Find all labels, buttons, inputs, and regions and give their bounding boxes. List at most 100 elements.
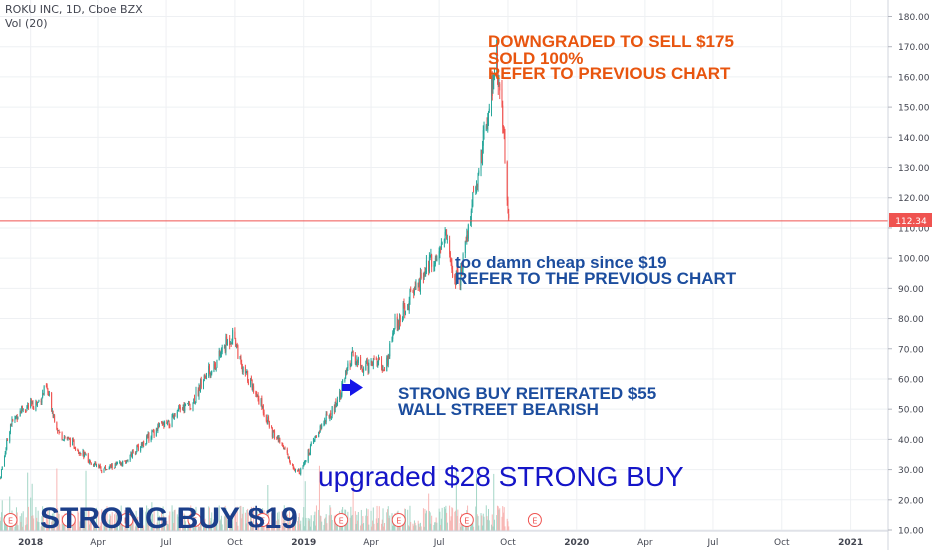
candle-body bbox=[492, 78, 494, 93]
price-tick-label: 180.00 bbox=[898, 13, 930, 23]
volume-bar bbox=[298, 513, 300, 531]
candle-body bbox=[352, 350, 354, 356]
volume-bar bbox=[499, 508, 501, 531]
volume-bar bbox=[351, 515, 353, 531]
volume-bar bbox=[308, 520, 310, 531]
volume-bar bbox=[413, 525, 415, 531]
candle-body bbox=[487, 118, 489, 131]
earnings-label: E bbox=[192, 517, 197, 526]
candle-body bbox=[287, 453, 289, 458]
earnings-marker[interactable]: E bbox=[391, 513, 406, 527]
earnings-label: E bbox=[8, 517, 13, 526]
earnings-marker[interactable]: E bbox=[527, 513, 542, 527]
candle-body bbox=[167, 419, 169, 422]
candle-body bbox=[381, 359, 383, 367]
candle-body bbox=[122, 460, 124, 467]
earnings-marker[interactable]: E bbox=[334, 513, 349, 527]
volume-bar bbox=[446, 512, 448, 531]
volume-bar bbox=[272, 509, 274, 531]
candle-body bbox=[231, 341, 233, 344]
volume-bar bbox=[220, 515, 222, 531]
volume-bar bbox=[51, 521, 53, 531]
candle-body bbox=[110, 464, 112, 468]
volume-bar bbox=[289, 520, 291, 531]
volume-bar bbox=[135, 510, 137, 531]
candle-body bbox=[221, 347, 223, 353]
candle-body bbox=[365, 364, 367, 370]
volume-bar bbox=[21, 513, 23, 531]
volume-bar bbox=[367, 509, 369, 531]
earnings-marker[interactable]: E bbox=[3, 513, 18, 527]
candle-body bbox=[188, 401, 190, 404]
volume-title[interactable]: Vol (20) bbox=[5, 17, 48, 30]
volume-bar bbox=[116, 524, 118, 531]
candle-body bbox=[508, 213, 510, 219]
candle-body bbox=[449, 252, 451, 262]
time-axis[interactable]: 2018 Apr Jul Oct 2019 Apr Jul Oct 2020 Apr Jul Oct 2… bbox=[18, 538, 863, 548]
volume-bar bbox=[173, 510, 175, 531]
candle-body bbox=[440, 248, 442, 251]
arrow-right-icon bbox=[342, 379, 363, 396]
volume-bar bbox=[4, 521, 6, 531]
volume-bar bbox=[281, 511, 283, 531]
candle-body bbox=[57, 430, 59, 432]
candle-body bbox=[497, 78, 499, 88]
volume-bar bbox=[164, 523, 166, 531]
candle-body bbox=[38, 400, 40, 402]
volume-bar bbox=[237, 525, 239, 531]
volume-bar bbox=[392, 525, 394, 531]
volume-bar bbox=[409, 505, 411, 531]
volume-bar bbox=[480, 513, 482, 531]
candle-body bbox=[451, 263, 453, 270]
earnings-marker[interactable]: E bbox=[119, 513, 134, 527]
price-tick-label: 110.00 bbox=[898, 224, 930, 234]
price-tick-label: 20.00 bbox=[898, 496, 924, 506]
candle-body bbox=[78, 451, 80, 453]
volume-bar bbox=[428, 511, 430, 531]
volume-bar bbox=[283, 505, 285, 531]
candle-body bbox=[376, 360, 378, 367]
candle-body bbox=[398, 316, 400, 328]
candle-body bbox=[373, 359, 375, 361]
candle-body bbox=[436, 258, 438, 261]
candle-body bbox=[78, 452, 80, 454]
volume-bar bbox=[357, 520, 359, 531]
earnings-marker[interactable]: E bbox=[61, 513, 76, 527]
candle-body bbox=[83, 451, 85, 458]
candle-body bbox=[58, 430, 60, 433]
volume-bar bbox=[75, 521, 77, 531]
volume-bar bbox=[451, 507, 453, 531]
volume-bar bbox=[174, 509, 176, 531]
volume-bar bbox=[99, 525, 101, 531]
candle-body bbox=[132, 450, 134, 454]
price-axis[interactable]: 10.00 20.00 30.00 40.00 50.00 60.00 70.00 80.00… bbox=[888, 13, 930, 537]
candle-body bbox=[129, 454, 131, 461]
price-tick-label: 40.00 bbox=[898, 436, 924, 446]
volume-bar bbox=[225, 507, 227, 531]
candle-body bbox=[315, 437, 317, 439]
earnings-marker[interactable]: E bbox=[187, 513, 202, 527]
candle-body bbox=[393, 328, 395, 333]
candle-body bbox=[164, 421, 166, 428]
volume-bar bbox=[224, 505, 226, 531]
volume-bar bbox=[321, 521, 323, 531]
earnings-marker[interactable]: E bbox=[255, 513, 270, 527]
candle-body bbox=[441, 242, 443, 244]
candle-body bbox=[351, 351, 353, 353]
candle-body bbox=[137, 445, 139, 450]
candle-body bbox=[433, 265, 435, 267]
earnings-marker[interactable]: E bbox=[459, 513, 474, 527]
volume-bar bbox=[371, 526, 373, 531]
candle-body bbox=[260, 398, 262, 406]
volume-bar bbox=[38, 522, 40, 531]
candle-body bbox=[26, 406, 28, 410]
candle-body bbox=[320, 425, 322, 429]
volume-bar bbox=[179, 507, 181, 531]
volume-bar bbox=[235, 521, 237, 531]
candle-body bbox=[126, 460, 128, 462]
candle-body bbox=[213, 364, 215, 372]
candle-body bbox=[5, 448, 7, 454]
symbol-title[interactable]: ROKU INC, 1D, Cboe BZX bbox=[5, 3, 143, 16]
candle-body bbox=[140, 446, 142, 451]
